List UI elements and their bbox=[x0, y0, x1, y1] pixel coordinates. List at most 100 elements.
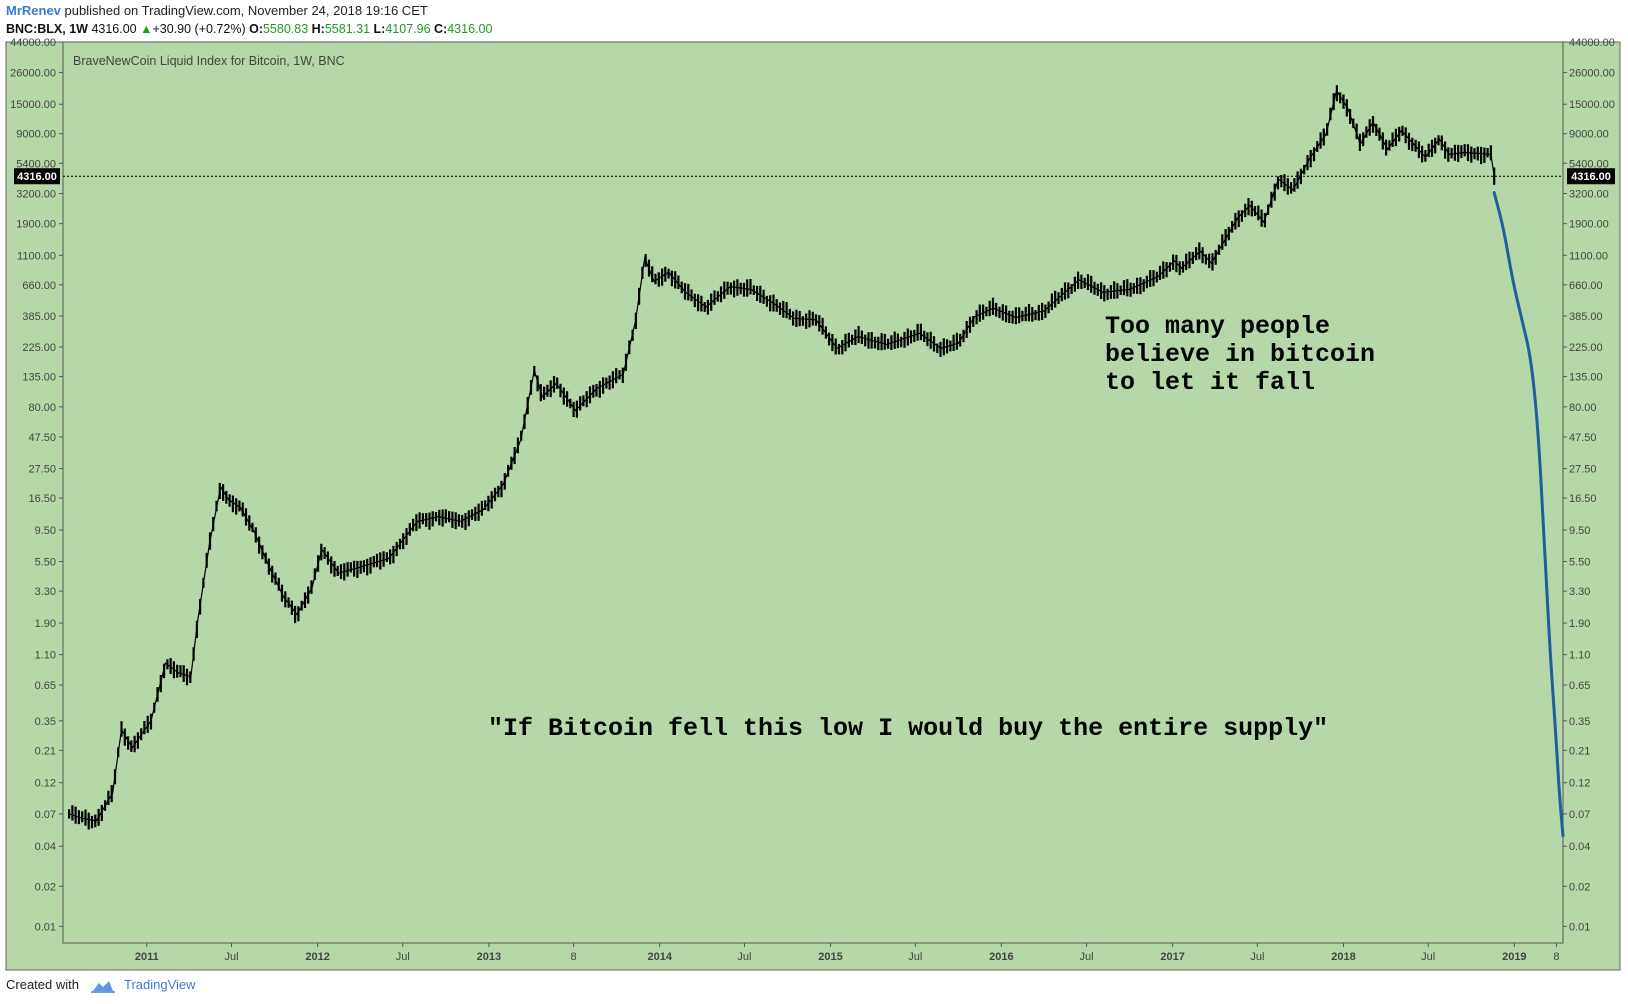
x-tick-label: Jul bbox=[396, 951, 410, 963]
x-tick-label: Jul bbox=[908, 951, 922, 963]
chart-frame bbox=[5, 41, 1621, 971]
x-axis: 2011 Jul 2012 Jul 2013 8 2014 Jul 2015 Jul 2016 Jul… bbox=[135, 943, 1560, 963]
y-tick-label: 44000.00 bbox=[1569, 37, 1615, 49]
open-value: 5580.83 bbox=[262, 22, 309, 36]
y-tick-label: 1.90 bbox=[35, 618, 56, 630]
open-label: O: bbox=[249, 22, 263, 36]
price-tag-left-label: 4316.00 bbox=[17, 171, 57, 183]
ohlc-legend: BNC:BLX, 1W 4316.00 ▲+30.90 (+0.72%) O:5… bbox=[6, 22, 492, 36]
last-price: 4316.00 bbox=[91, 22, 137, 36]
y-tick-label: 660.00 bbox=[1569, 280, 1603, 292]
y-tick-label: 0.02 bbox=[1569, 881, 1590, 893]
x-tick-label: 2018 bbox=[1331, 951, 1355, 963]
y-tick-label: 0.65 bbox=[1569, 680, 1590, 692]
y-tick-label: 0.12 bbox=[1569, 778, 1590, 790]
x-tick-label: 2011 bbox=[135, 951, 159, 963]
y-tick-label: 1.10 bbox=[1569, 650, 1590, 662]
projection-series bbox=[1492, 191, 1565, 838]
y-tick-label: 385.00 bbox=[1569, 311, 1603, 323]
x-tick-label: 8 bbox=[1553, 951, 1559, 963]
x-tick-label: Jul bbox=[1080, 951, 1094, 963]
y-tick-label: 0.01 bbox=[35, 921, 56, 933]
up-arrow-icon: ▲ bbox=[140, 22, 153, 36]
y-tick-label: 0.01 bbox=[1569, 921, 1590, 933]
price-tag-right-label: 4316.00 bbox=[1571, 171, 1611, 183]
x-tick-label: 2014 bbox=[647, 951, 672, 963]
x-tick-label: 2012 bbox=[305, 951, 329, 963]
y-tick-label: 1100.00 bbox=[17, 250, 56, 262]
y-tick-label: 660.00 bbox=[22, 280, 56, 292]
y-tick-label: 1100.00 bbox=[1569, 250, 1608, 262]
close-label: C: bbox=[434, 22, 448, 36]
created-with-label: Created with bbox=[6, 977, 79, 992]
y-tick-label: 16.50 bbox=[1569, 493, 1597, 505]
annotation-top-line: believe in bitcoin bbox=[1105, 340, 1375, 369]
y-tick-label: 225.00 bbox=[1569, 342, 1603, 354]
chart-title: BraveNewCoin Liquid Index for Bitcoin, 1… bbox=[73, 54, 345, 68]
y-axis-right: 44000.00 26000.00 15000.00 9000.00 5400.00 32… bbox=[1563, 37, 1615, 933]
high-value: 5581.31 bbox=[324, 22, 371, 36]
x-tick-label: 8 bbox=[571, 951, 577, 963]
y-tick-label: 1900.00 bbox=[1569, 219, 1609, 231]
y-tick-label: 1900.00 bbox=[16, 219, 56, 231]
y-tick-label: 9000.00 bbox=[1569, 129, 1609, 141]
symbol-label: BNC:BLX, 1W bbox=[6, 22, 88, 36]
x-tick-label: Jul bbox=[224, 951, 238, 963]
y-tick-label: 0.04 bbox=[35, 841, 56, 853]
projection-line bbox=[1492, 191, 1565, 838]
y-tick-label: 3.30 bbox=[35, 586, 56, 598]
price-tag-right bbox=[1567, 168, 1615, 185]
x-tick-label: Jul bbox=[1250, 951, 1264, 963]
y-axis-left: 44000.00 26000.00 15000.00 9000.00 5400.00 32… bbox=[10, 37, 63, 933]
y-tick-label: 135.00 bbox=[1569, 372, 1603, 384]
y-tick-label: 0.04 bbox=[1569, 841, 1590, 853]
y-tick-label: 5400.00 bbox=[1569, 158, 1609, 170]
publish-header: MrRenev published on TradingView.com, No… bbox=[6, 3, 428, 18]
x-tick-label: 2013 bbox=[477, 951, 501, 963]
y-tick-label: 1.90 bbox=[1569, 618, 1590, 630]
y-tick-label: 385.00 bbox=[22, 311, 56, 323]
y-tick-label: 0.02 bbox=[35, 881, 56, 893]
y-tick-label: 27.50 bbox=[28, 464, 56, 476]
change-value: +30.90 (+0.72%) bbox=[152, 22, 246, 36]
y-tick-label: 0.07 bbox=[1569, 809, 1590, 821]
annotation-bottom: "If Bitcoin fell this low I would buy th… bbox=[488, 714, 1328, 743]
low-label: L: bbox=[373, 22, 386, 36]
y-tick-label: 9.50 bbox=[1569, 525, 1590, 537]
y-tick-label: 5.50 bbox=[1569, 557, 1590, 569]
y-tick-label: 0.65 bbox=[35, 680, 56, 692]
close-value: 4316.00 bbox=[447, 22, 493, 36]
y-tick-label: 47.50 bbox=[1569, 432, 1597, 444]
annotation-top: Too many people believe in bitcoin to le… bbox=[1105, 312, 1375, 397]
price-series bbox=[68, 85, 1496, 830]
y-tick-label: 9.50 bbox=[35, 525, 56, 537]
footer: Created with TradingView bbox=[6, 977, 196, 993]
author-link[interactable]: MrRenev bbox=[6, 3, 61, 18]
low-value: 4107.96 bbox=[385, 22, 431, 36]
y-tick-label: 15000.00 bbox=[1569, 99, 1615, 111]
y-tick-label: 15000.00 bbox=[10, 99, 56, 111]
y-tick-label: 135.00 bbox=[22, 372, 56, 384]
annotation-top-line: Too many people bbox=[1105, 312, 1330, 341]
tradingview-logo-icon bbox=[90, 980, 115, 993]
y-tick-label: 26000.00 bbox=[10, 67, 56, 79]
x-tick-label: 2015 bbox=[818, 951, 842, 963]
price-tag-left bbox=[14, 168, 60, 185]
y-tick-label: 0.07 bbox=[35, 809, 56, 821]
y-tick-label: 27.50 bbox=[1569, 464, 1597, 476]
tradingview-brand-link[interactable]: TradingView bbox=[124, 977, 196, 992]
y-tick-label: 0.35 bbox=[1569, 716, 1590, 728]
y-tick-label: 3.30 bbox=[1569, 586, 1590, 598]
high-label: H: bbox=[311, 22, 325, 36]
y-tick-label: 80.00 bbox=[28, 402, 56, 414]
y-tick-label: 0.21 bbox=[1569, 745, 1590, 757]
current-price-line: 4316.00 4316.00 bbox=[14, 168, 1615, 185]
y-tick-label: 0.21 bbox=[35, 745, 56, 757]
x-tick-label: Jul bbox=[737, 951, 751, 963]
x-tick-label: 2019 bbox=[1502, 951, 1526, 963]
y-tick-label: 225.00 bbox=[22, 342, 56, 354]
y-tick-label: 3200.00 bbox=[16, 189, 56, 201]
y-tick-label: 9000.00 bbox=[16, 129, 56, 141]
y-tick-label: 0.12 bbox=[35, 778, 56, 790]
